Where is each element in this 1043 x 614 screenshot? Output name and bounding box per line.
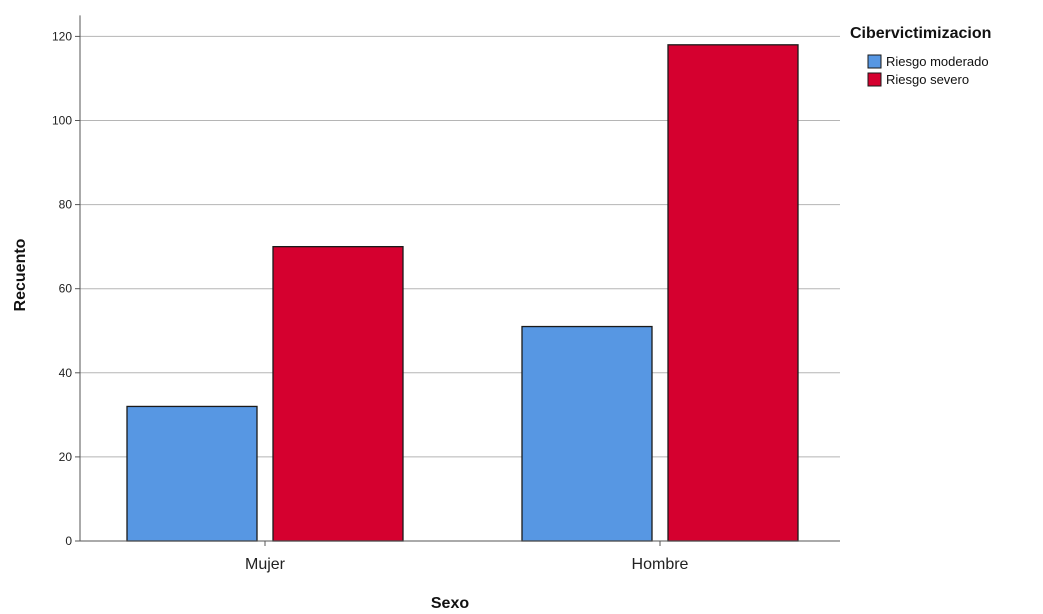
legend-swatch [867, 54, 882, 69]
bar-riesgo-moderado-mujer [126, 405, 258, 542]
y-tick-label: 120 [52, 29, 72, 43]
bars [126, 44, 799, 542]
bar-riesgo-moderado-hombre [521, 325, 653, 542]
legend-label: Riesgo severo [886, 72, 969, 87]
x-axis-title: Sexo [431, 595, 469, 612]
y-axis-title: Recuento [12, 238, 29, 311]
y-tick-label: 40 [59, 366, 73, 380]
bar-riesgo-severo-mujer [272, 245, 404, 542]
bar-riesgo-severo-hombre [667, 44, 799, 542]
legend-swatch [867, 72, 882, 87]
legend-label: Riesgo moderado [886, 54, 989, 69]
x-category-labels: Mujer Hombre [245, 541, 689, 573]
y-tick-label: 0 [65, 534, 72, 548]
y-tick-label: 60 [59, 282, 73, 296]
x-category-label: Mujer [245, 556, 286, 573]
y-tick-labels: 0 20 40 60 80 100 120 [52, 29, 80, 548]
legend-title: Cibervictimizacion [850, 25, 991, 42]
y-tick-label: 100 [52, 114, 72, 128]
legend: Cibervictimizacion Riesgo moderado Riesgo… [850, 25, 991, 87]
y-tick-label: 80 [59, 198, 73, 212]
y-tick-label: 20 [59, 450, 73, 464]
x-category-label: Hombre [632, 556, 689, 573]
